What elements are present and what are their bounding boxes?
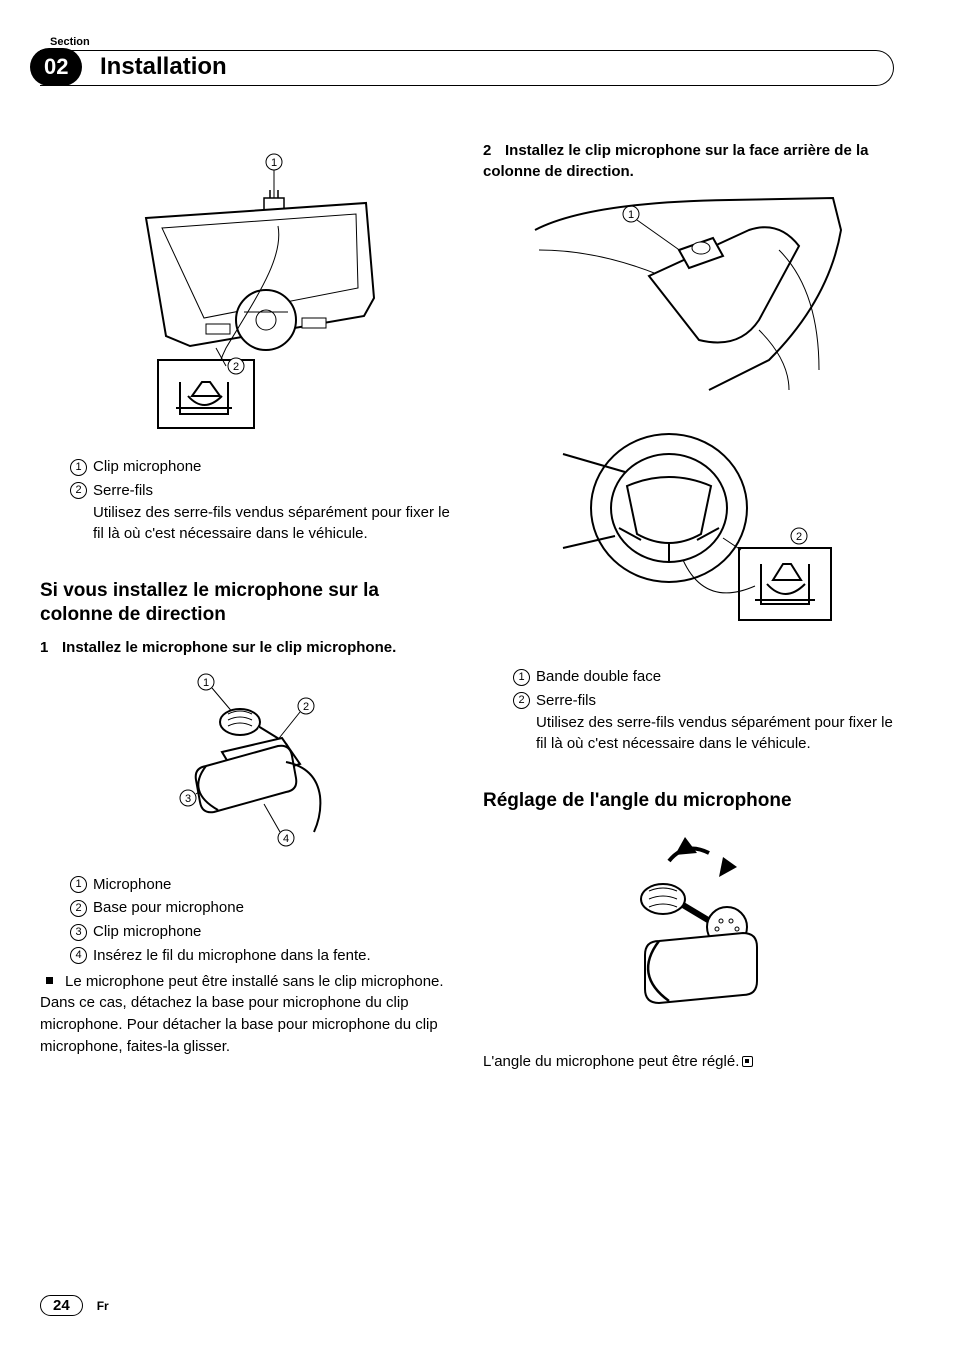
page-footer: 24 Fr	[40, 1295, 109, 1316]
figure1-legend: 1 Clip microphone 2 Serre-fils Utilisez de…	[40, 456, 451, 545]
heading-install-steering: Si vous installez le microphone sur la c…	[40, 579, 451, 627]
legend-item: 1 Clip microphone	[70, 456, 451, 478]
section-title: Installation	[100, 53, 227, 81]
page-number: 24	[40, 1295, 83, 1316]
legend-item: 3 Clip microphone	[70, 921, 451, 943]
step-text: Installez le microphone sur le clip micr…	[62, 639, 396, 656]
step-number: 1	[40, 637, 62, 658]
fig1-callout-1: 1	[270, 157, 276, 169]
figure2-legend: 1 Microphone 2 Base pour microphone 3 Clip …	[40, 874, 451, 967]
circled-number: 1	[70, 459, 87, 476]
legend-text: Microphone	[93, 876, 171, 893]
fig3a-callout-1: 1	[627, 209, 633, 221]
right-column: 2Installez le clip microphone sur la fac…	[483, 140, 894, 1073]
figure-steering-column-top: 1	[483, 190, 894, 400]
step-text: Installez le clip microphone sur la face…	[483, 142, 868, 180]
legend-item: 1 Microphone	[70, 874, 451, 896]
legend-item: 2 Base pour microphone	[70, 897, 451, 919]
circled-number: 4	[70, 947, 87, 964]
legend-text: Insérez le fil du microphone dans la fen…	[93, 947, 371, 964]
fig2-callout-3: 3	[184, 793, 190, 805]
circled-number: 2	[513, 692, 530, 709]
left-column: 1 2	[40, 140, 451, 1073]
legend-subtext: Utilisez des serre-fils vendus séparémen…	[70, 502, 451, 546]
step-1: 1Installez le microphone sur le clip mic…	[40, 637, 451, 658]
fig2-callout-4: 4	[282, 833, 288, 845]
legend-item: 2 Serre-fils Utilisez des serre-fils vend…	[513, 690, 894, 755]
note-text: Le microphone peut être installé sans le…	[40, 973, 444, 1055]
legend-item: 4 Insérez le fil du microphone dans la fe…	[70, 945, 451, 967]
circled-number: 1	[70, 876, 87, 893]
legend-item: 2 Serre-fils Utilisez des serre-fils vend…	[70, 480, 451, 545]
figure3-legend: 1 Bande double face 2 Serre-fils Utilisez …	[483, 666, 894, 755]
legend-text: Serre-fils	[93, 482, 153, 499]
closing-sentence: L'angle du microphone peut être réglé.	[483, 1053, 739, 1070]
fig2-callout-1: 1	[202, 677, 208, 689]
figure-steering-column-side: 2	[483, 408, 894, 648]
circled-number: 3	[70, 924, 87, 941]
figure-angle-adjust	[483, 823, 894, 1033]
legend-subtext: Utilisez des serre-fils vendus séparémen…	[513, 712, 894, 756]
circled-number: 1	[513, 669, 530, 686]
legend-text: Clip microphone	[93, 923, 201, 940]
heading-angle-adjust: Réglage de l'angle du microphone	[483, 789, 894, 813]
section-label: Section	[50, 36, 894, 48]
circled-number: 2	[70, 900, 87, 917]
end-of-section-icon	[742, 1056, 753, 1067]
legend-text: Clip microphone	[93, 458, 201, 475]
step-2: 2Installez le clip microphone sur la fac…	[483, 140, 894, 182]
bullet-icon	[46, 977, 53, 984]
legend-text: Base pour microphone	[93, 899, 244, 916]
page-language: Fr	[97, 1299, 109, 1313]
section-number-pill: 02	[30, 48, 82, 86]
closing-text: L'angle du microphone peut être réglé.	[483, 1051, 894, 1073]
fig2-callout-2: 2	[302, 701, 308, 713]
step-number: 2	[483, 140, 505, 161]
figure-sunvisor-install: 1 2	[40, 148, 451, 438]
circled-number: 2	[70, 482, 87, 499]
legend-item: 1 Bande double face	[513, 666, 894, 688]
legend-text: Bande double face	[536, 668, 661, 685]
figure-mic-clip-assembly: 1 2 3 4	[40, 666, 451, 856]
section-header: 02 Installation	[40, 50, 894, 90]
legend-text: Serre-fils	[536, 692, 596, 709]
fig1-callout-2: 2	[232, 361, 238, 373]
fig3b-callout-2: 2	[795, 531, 801, 543]
note-paragraph: Le microphone peut être installé sans le…	[40, 971, 451, 1058]
